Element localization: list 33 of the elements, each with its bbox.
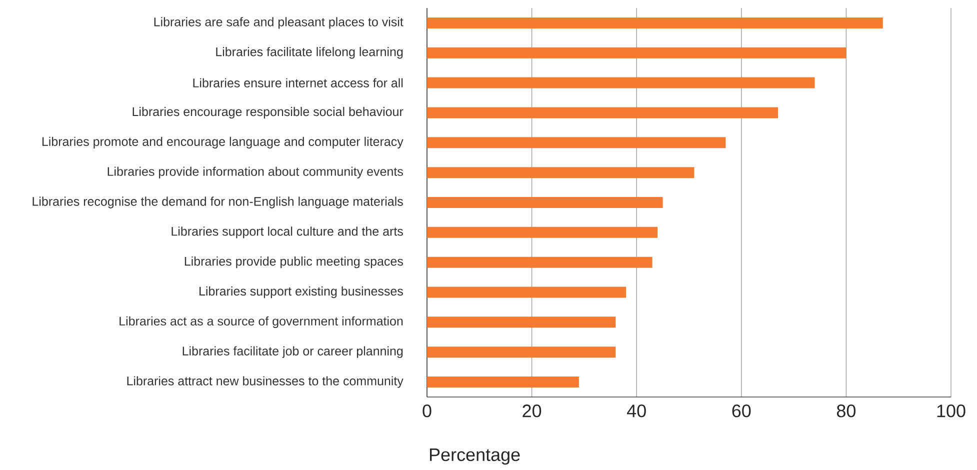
y-tick-label: Libraries promote and encourage language and computer literacy bbox=[42, 136, 404, 148]
x-axis-title: Percentage bbox=[430, 448, 520, 465]
y-tick-label: Libraries are safe and pleasant places to visit bbox=[154, 17, 404, 29]
y-tick-label: Libraries encourage responsible social behaviour bbox=[132, 106, 404, 119]
x-tick-label: 100 bbox=[937, 404, 966, 418]
x-tick-label: 60 bbox=[732, 404, 751, 418]
y-tick-label: Libraries facilitate lifelong learning bbox=[216, 47, 403, 59]
bar bbox=[426, 196, 663, 208]
bar bbox=[426, 167, 694, 178]
bar bbox=[426, 137, 726, 148]
bar bbox=[426, 316, 616, 328]
x-tick-label: 80 bbox=[836, 404, 856, 418]
y-tick-label: Libraries ensure internet access for all bbox=[193, 78, 403, 88]
bar bbox=[426, 107, 778, 118]
y-tick-label: Libraries support local culture and the arts bbox=[172, 226, 403, 238]
bar bbox=[426, 47, 846, 58]
bar bbox=[426, 17, 883, 28]
bar bbox=[426, 286, 626, 298]
y-tick-label: Libraries support existing businesses bbox=[200, 286, 403, 298]
x-tick-label: 40 bbox=[626, 404, 646, 418]
bar bbox=[426, 376, 579, 388]
bar bbox=[426, 77, 815, 88]
y-tick-label: Libraries recognise the demand for non-English language materials bbox=[32, 196, 403, 208]
y-tick-label: Libraries facilitate job or career planning bbox=[182, 346, 403, 358]
x-tick-label: 0 bbox=[422, 404, 432, 418]
y-tick-label: Libraries provide public meeting spaces bbox=[184, 256, 403, 268]
y-tick-label: Libraries provide information about community events bbox=[108, 166, 403, 178]
y-tick-label: Libraries attract new businesses to the community bbox=[127, 376, 404, 388]
bar bbox=[426, 346, 616, 358]
y-tick-label: Libraries act as a source of government information bbox=[120, 316, 403, 328]
bar bbox=[426, 256, 652, 268]
bar bbox=[426, 226, 658, 238]
x-tick-label: 20 bbox=[522, 404, 542, 418]
